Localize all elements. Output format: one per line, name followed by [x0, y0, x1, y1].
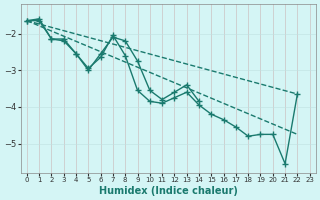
X-axis label: Humidex (Indice chaleur): Humidex (Indice chaleur)	[99, 186, 238, 196]
